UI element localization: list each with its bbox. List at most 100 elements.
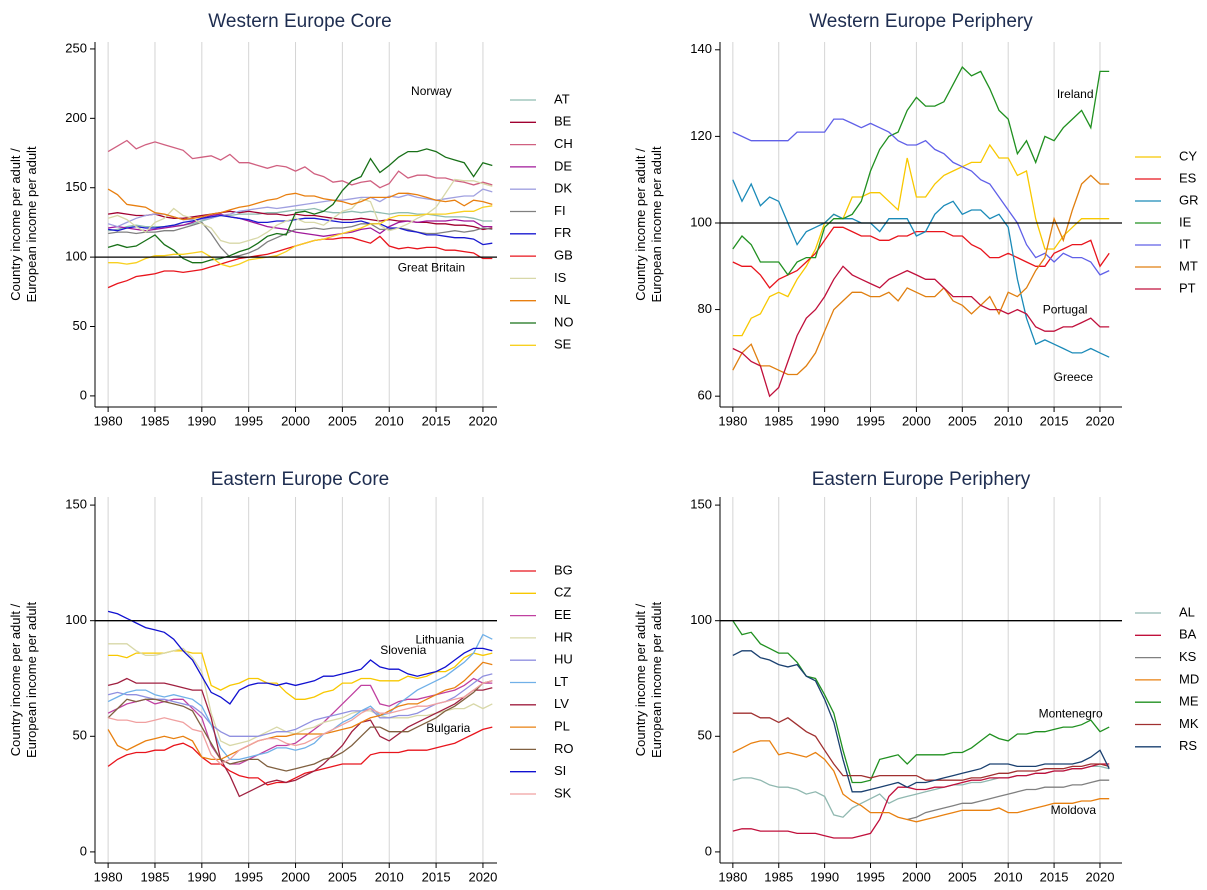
- x-tick-label: 1985: [141, 869, 170, 884]
- series-line: [107, 726, 493, 786]
- legend-label: MK: [1179, 716, 1199, 731]
- series-line: [732, 226, 1110, 289]
- x-tick-label: 1985: [764, 413, 793, 428]
- x-tick-label: 1995: [856, 413, 885, 428]
- y-tick-label: 60: [698, 388, 712, 403]
- series-line: [108, 210, 493, 231]
- y-axis-label-line: European income per adult: [24, 146, 39, 302]
- legend-label: ME: [1179, 694, 1199, 709]
- legend-label: PT: [1179, 280, 1196, 295]
- legend-label: BE: [554, 114, 572, 129]
- x-tick-label: 1995: [856, 869, 885, 884]
- y-tick-label: 100: [65, 612, 87, 627]
- chart-title: Eastern Europe Core: [211, 469, 390, 490]
- series-line: [732, 740, 1110, 823]
- legend-label: CZ: [554, 585, 571, 600]
- legend-label: BG: [554, 562, 573, 577]
- x-tick-label: 2015: [1040, 413, 1069, 428]
- y-axis-label-line: European income per adult: [649, 602, 664, 758]
- series-line: [108, 205, 493, 268]
- legend-label: DE: [554, 158, 572, 173]
- legend-label: SE: [554, 337, 572, 352]
- legend-label: RO: [554, 741, 574, 756]
- series-line: [732, 118, 1110, 276]
- series-line: [108, 650, 493, 700]
- legend-label: LT: [554, 674, 568, 689]
- legend-label: DK: [554, 181, 572, 196]
- legend-label: AT: [554, 91, 570, 106]
- annotation: Slovenia: [380, 643, 426, 657]
- y-tick-label: 150: [690, 497, 712, 512]
- series-line: [108, 214, 493, 246]
- x-tick-label: 2015: [422, 869, 451, 884]
- legend-label: IE: [1179, 214, 1192, 229]
- series-line: [732, 712, 1110, 781]
- series-line: [107, 661, 493, 761]
- x-tick-label: 2015: [422, 413, 451, 428]
- legend-label: SI: [554, 763, 566, 778]
- legend-label: FI: [554, 203, 566, 218]
- series-line: [107, 610, 493, 705]
- y-tick-label: 140: [690, 41, 712, 56]
- x-tick-label: 1990: [810, 869, 839, 884]
- x-tick-label: 2015: [1040, 869, 1069, 884]
- y-axis-label-line: Country income per adult /: [8, 148, 23, 301]
- series-line: [107, 139, 493, 189]
- annotation: Bulgaria: [426, 721, 470, 735]
- x-tick-label: 2020: [1086, 869, 1115, 884]
- legend-label: FR: [554, 225, 571, 240]
- y-tick-label: 100: [65, 249, 87, 264]
- y-tick-label: 100: [690, 612, 712, 627]
- y-axis-label: Country income per adult /European incom…: [633, 602, 664, 758]
- y-tick-label: 250: [65, 40, 87, 55]
- legend-label: LV: [554, 696, 569, 711]
- y-tick-label: 150: [65, 497, 87, 512]
- y-tick-label: 0: [80, 387, 87, 402]
- series-line: [108, 221, 493, 258]
- legend-label: MD: [1179, 671, 1199, 686]
- x-tick-label: 1985: [141, 413, 170, 428]
- legend-label: AL: [1179, 604, 1195, 619]
- x-tick-label: 1985: [764, 869, 793, 884]
- legend-label: HR: [554, 629, 573, 644]
- y-axis-label-line: Country income per adult /: [633, 603, 648, 756]
- series-line: [107, 148, 493, 264]
- series-line: [732, 763, 1110, 839]
- series-line: [107, 188, 493, 221]
- x-tick-label: 2020: [468, 869, 497, 884]
- y-axis-label-line: European income per adult: [24, 602, 39, 758]
- series-line: [107, 673, 493, 737]
- x-tick-label: 2010: [994, 869, 1023, 884]
- x-tick-label: 1980: [718, 869, 747, 884]
- x-tick-label: 2005: [948, 869, 977, 884]
- series-line: [732, 174, 1110, 376]
- series-line: [732, 66, 1110, 277]
- annotation: Montenegro: [1039, 707, 1103, 721]
- series-line: [108, 213, 493, 237]
- legend-label: GB: [554, 248, 573, 263]
- legend-label: NO: [554, 314, 574, 329]
- y-tick-label: 50: [73, 318, 87, 333]
- x-tick-label: 1990: [187, 869, 216, 884]
- x-tick-label: 2000: [281, 869, 310, 884]
- series-line: [107, 680, 493, 772]
- annotation: Norway: [411, 84, 452, 98]
- x-tick-label: 2020: [1086, 413, 1115, 428]
- y-axis-label-line: European income per adult: [649, 146, 664, 302]
- legend-label: SK: [554, 785, 572, 800]
- series-line: [108, 643, 493, 747]
- y-tick-label: 150: [65, 179, 87, 194]
- legend-label: EE: [554, 607, 572, 622]
- y-tick-label: 120: [690, 128, 712, 143]
- x-tick-label: 2000: [902, 869, 931, 884]
- annotation: Lithuania: [415, 632, 464, 646]
- legend-label: NL: [554, 292, 571, 307]
- legend-label: KS: [1179, 649, 1197, 664]
- legend-label: IT: [1179, 236, 1191, 251]
- x-tick-label: 2010: [375, 869, 404, 884]
- series-line: [732, 265, 1110, 398]
- series-line: [732, 179, 1110, 358]
- x-tick-label: 2000: [902, 413, 931, 428]
- series-line: [107, 677, 493, 765]
